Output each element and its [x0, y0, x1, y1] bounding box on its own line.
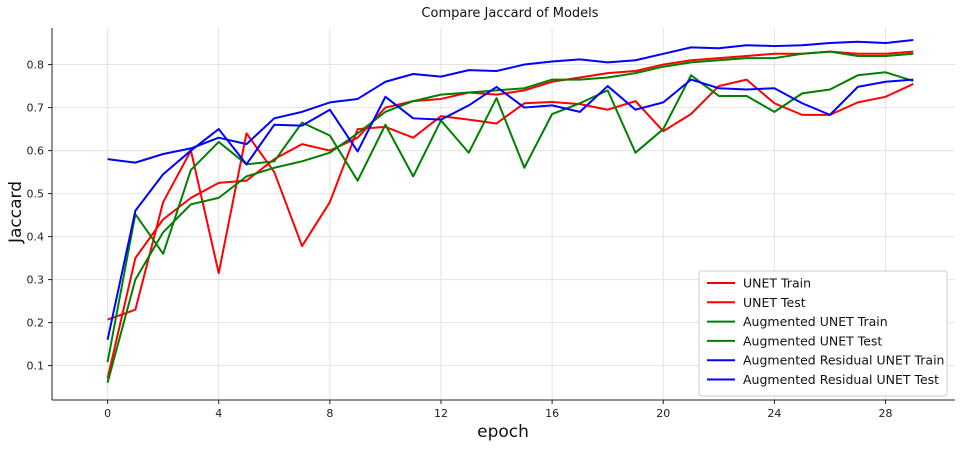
x-tick-label: 28	[879, 407, 893, 420]
x-tick-label: 20	[656, 407, 670, 420]
y-tick-label: 0.1	[27, 360, 45, 373]
x-tick-label: 24	[767, 407, 781, 420]
legend-label: UNET Test	[743, 295, 806, 310]
y-axis-title: Jaccard	[6, 181, 26, 244]
x-axis-title: epoch	[477, 422, 529, 442]
legend-label: Augmented UNET Train	[743, 314, 888, 329]
legend-label: Augmented Residual UNET Train	[743, 353, 944, 368]
series-line-4	[106, 71, 914, 363]
legend-label: Augmented Residual UNET Test	[743, 372, 939, 387]
series-line-6	[106, 78, 914, 341]
y-tick-label: 0.3	[27, 274, 45, 287]
legend: UNET Train UNET Test Augmented UNET Train A…	[698, 270, 948, 397]
y-tick-label: 0.8	[27, 59, 45, 72]
y-tick-label: 0.7	[27, 102, 45, 115]
x-tick-label: 0	[104, 407, 111, 420]
x-tick-label: 16	[545, 407, 559, 420]
x-tick-label: 12	[434, 407, 448, 420]
series-line-2	[107, 78, 914, 321]
x-tick-label: 8	[326, 407, 333, 420]
series-lines	[106, 39, 914, 384]
y-tick-label: 0.2	[27, 317, 45, 330]
chart-title: Compare Jaccard of Models	[421, 6, 598, 21]
axes	[51, 28, 955, 401]
y-tick-label: 0.5	[27, 188, 45, 201]
legend-box	[698, 270, 948, 397]
ticks: 0 4 8 12 16 20 24 28 0.1 0.2 0.3 0.4 0.5 0.6 0.7 0.8	[27, 59, 893, 420]
legend-label: UNET Train	[743, 276, 811, 291]
legend-label: Augmented UNET Test	[743, 333, 882, 348]
x-tick-label: 4	[215, 407, 222, 420]
series-line-5	[107, 39, 914, 164]
series-line-3	[106, 50, 914, 384]
y-tick-label: 0.4	[27, 231, 45, 244]
y-tick-label: 0.6	[27, 145, 45, 158]
